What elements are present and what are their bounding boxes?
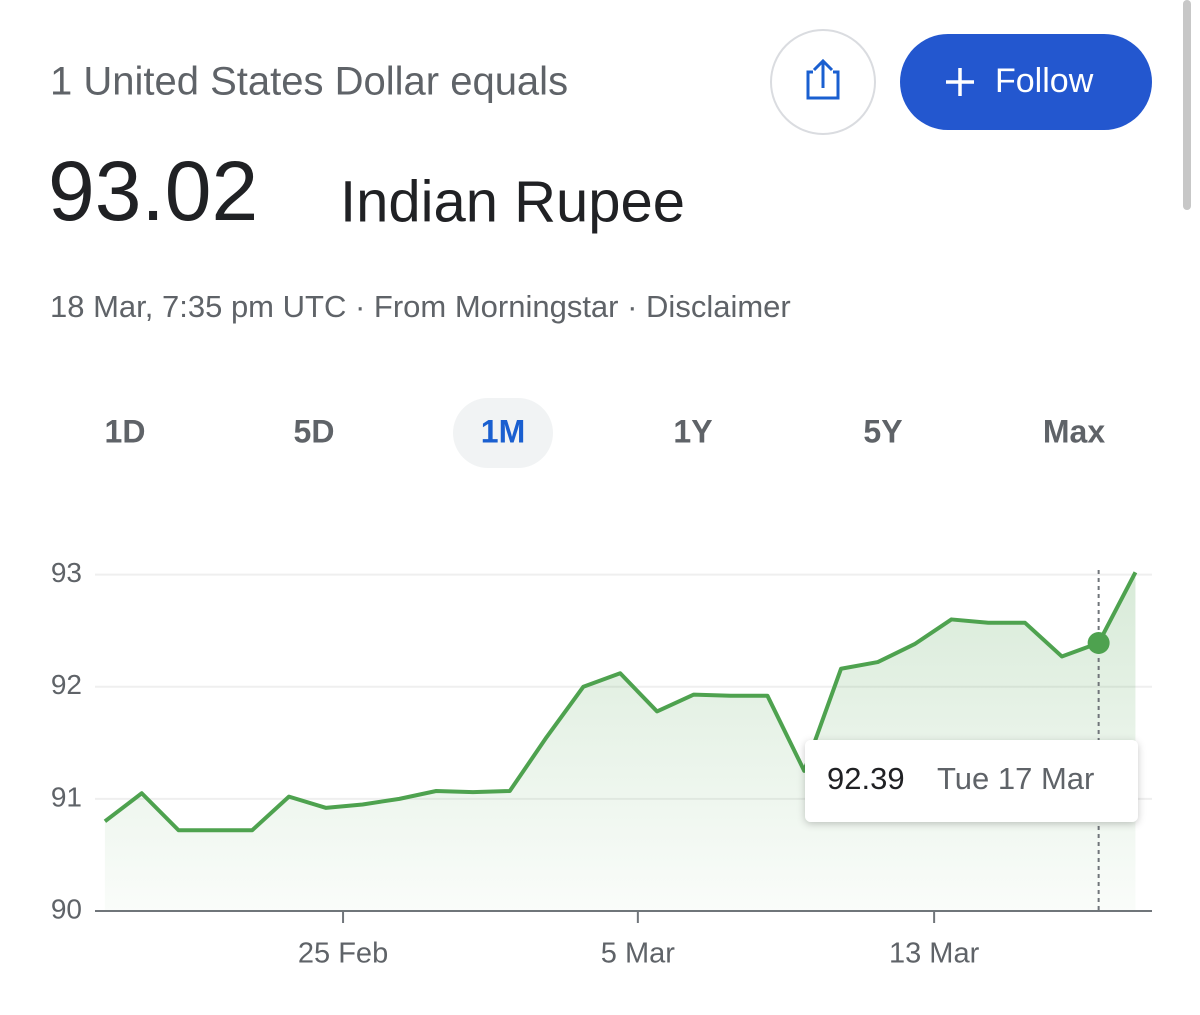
x-tick-label: 5 Mar bbox=[601, 938, 675, 970]
tooltip-date: Tue 17 Mar bbox=[937, 761, 1094, 796]
tab[interactable]: 5D bbox=[294, 413, 335, 449]
y-tick-label: 93 bbox=[51, 557, 82, 588]
x-tick-label: 13 Mar bbox=[889, 938, 980, 970]
y-tick-label: 90 bbox=[51, 893, 82, 924]
prefix: 1 United States Dollar equals bbox=[50, 60, 568, 104]
share-button[interactable] bbox=[770, 29, 876, 135]
meta: 18 Mar, 7:35 pm UTC · From Morningstar ·… bbox=[50, 289, 791, 324]
tab[interactable]: 1Y bbox=[673, 413, 712, 449]
x-tick-label: 25 Feb bbox=[298, 938, 388, 970]
tab[interactable]: 1D bbox=[105, 413, 146, 449]
tab-highlight bbox=[453, 398, 553, 468]
currency: Indian Rupee bbox=[340, 169, 685, 234]
follow-button[interactable]: Follow bbox=[900, 34, 1152, 130]
y-tick-label: 92 bbox=[51, 669, 82, 700]
tooltip-value: 92.39 bbox=[827, 761, 905, 796]
line bbox=[103, 571, 1138, 833]
hover-point bbox=[1087, 631, 1110, 654]
scrollbar bbox=[1183, 0, 1191, 210]
tooltip bbox=[805, 740, 1138, 822]
amount: 93.02 bbox=[48, 144, 258, 238]
area bbox=[104, 572, 1136, 911]
y-tick-label: 91 bbox=[51, 781, 82, 812]
tab[interactable]: Max bbox=[1043, 413, 1105, 449]
follow-label: Follow bbox=[995, 62, 1094, 100]
tab[interactable]: 5Y bbox=[863, 413, 902, 449]
tab[interactable]: 1M bbox=[481, 413, 525, 449]
